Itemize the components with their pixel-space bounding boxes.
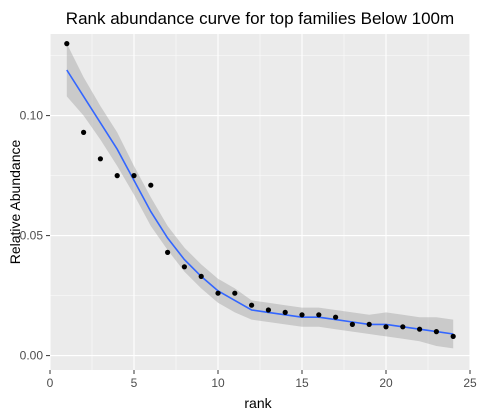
x-tick-label: 0 <box>47 376 54 390</box>
data-point <box>131 173 136 178</box>
data-point <box>215 291 220 296</box>
x-tick-label: 5 <box>131 376 138 390</box>
data-point <box>333 315 338 320</box>
data-point <box>182 264 187 269</box>
data-point <box>148 183 153 188</box>
data-point <box>417 327 422 332</box>
x-tick-label: 20 <box>379 376 393 390</box>
x-axis-title: rank <box>244 395 272 411</box>
data-point <box>232 291 237 296</box>
y-tick-label: 0.05 <box>20 229 44 243</box>
data-point <box>434 329 439 334</box>
data-point <box>115 173 120 178</box>
data-point <box>400 324 405 329</box>
data-point <box>451 334 456 339</box>
title-layer: Rank abundance curve for top families Be… <box>66 9 454 28</box>
data-point <box>350 322 355 327</box>
x-tick-label: 10 <box>211 376 225 390</box>
data-point <box>383 324 388 329</box>
data-point <box>299 312 304 317</box>
y-tick-label: 0.00 <box>20 349 44 363</box>
data-point <box>64 41 69 46</box>
data-point <box>367 322 372 327</box>
data-point <box>98 156 103 161</box>
data-point <box>266 307 271 312</box>
x-tick-label: 15 <box>295 376 309 390</box>
data-point <box>81 130 86 135</box>
data-point <box>283 310 288 315</box>
y-tick-label: 0.10 <box>20 109 44 123</box>
x-tick-label: 25 <box>463 376 477 390</box>
data-point <box>199 274 204 279</box>
data-point <box>316 312 321 317</box>
data-point <box>249 303 254 308</box>
chart-title: Rank abundance curve for top families Be… <box>66 9 454 28</box>
data-point <box>165 250 170 255</box>
y-axis-title: Relative Abundance <box>7 140 23 265</box>
